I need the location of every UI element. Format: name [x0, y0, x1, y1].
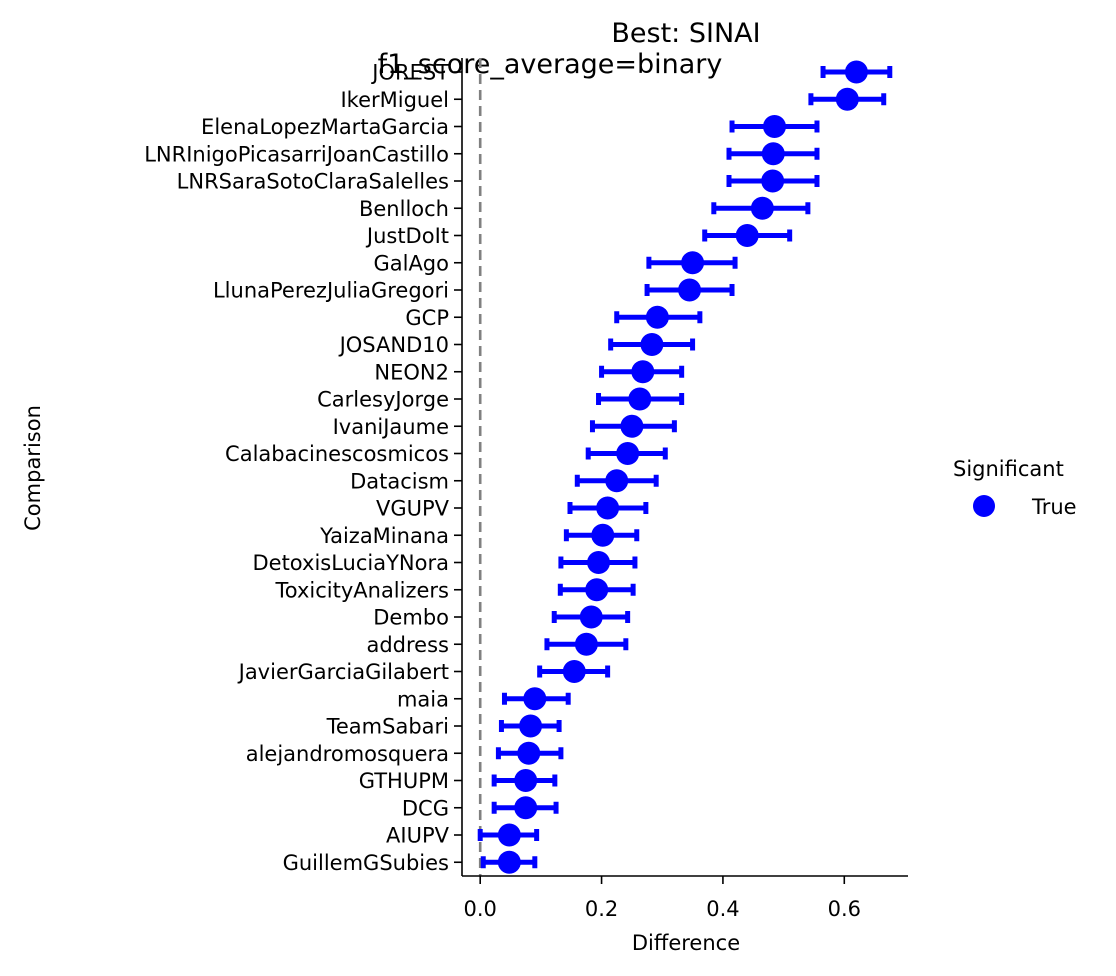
x-tick-label: 0.0 [464, 897, 497, 921]
data-point [645, 305, 669, 329]
y-tick-label: Benlloch [359, 197, 449, 221]
plot-area: 0.0 0.2 0.4 0.6 JOREST IkerMiguel ElenaLopezMa… [144, 58, 893, 921]
data-point [750, 196, 774, 220]
y-tick-label: IkerMiguel [340, 88, 449, 112]
data-point [844, 60, 868, 84]
data-point [631, 360, 655, 384]
y-tick-label: TeamSabari [326, 715, 449, 739]
y-tick-label: maia [397, 687, 449, 711]
data-point [596, 496, 620, 520]
data-point [628, 387, 652, 411]
y-tick-label: ElenaLopezMartaGarcia [201, 115, 449, 139]
legend-entry-true: True [1031, 495, 1077, 519]
y-tick-label: DetoxisLuciaYNora [252, 551, 449, 575]
legend-title: Significant [953, 457, 1064, 481]
data-point [761, 169, 785, 193]
data-point [519, 714, 543, 738]
chart-title: Best: SINAI [611, 18, 760, 49]
y-tick-label: LNRSaraSotoClaraSalelles [177, 170, 449, 194]
data-point [678, 278, 702, 302]
data-point [517, 741, 541, 765]
y-tick-label: JavierGarciaGilabert [237, 660, 449, 684]
y-tick-label: ToxicityAnalizers [275, 578, 450, 602]
data-point [620, 414, 644, 438]
y-tick-label: GalAgo [373, 251, 449, 275]
data-point [497, 823, 521, 847]
y-tick-label: alejandromosquera [246, 742, 449, 766]
x-tick-label: 0.2 [585, 897, 618, 921]
y-tick-label: LlunaPerezJuliaGregori [213, 279, 449, 303]
data-point [835, 87, 859, 111]
data-point [562, 660, 586, 683]
x-tick-label: 0.6 [828, 897, 861, 921]
y-tick-label: GuillemGSubies [283, 851, 449, 875]
y-tick-label: JustDoIt [365, 224, 449, 248]
y-tick-label: IvaniJaume [333, 415, 449, 439]
data-point [585, 578, 609, 602]
data-point [591, 523, 615, 547]
y-tick-label: JOREST [370, 61, 449, 85]
data-point [616, 442, 640, 465]
y-tick-label: GTHUPM [359, 769, 449, 793]
y-tick-label: VGUPV [376, 497, 450, 521]
y-tick-label: Calabacinescosmicos [225, 442, 449, 466]
y-tick-label: YaizaMinana [319, 524, 449, 548]
y-tick-label: JOSAND10 [338, 333, 449, 357]
data-point [587, 551, 611, 574]
y-axis-label: Comparison [21, 405, 45, 531]
y-tick-label: CarlesyJorge [317, 388, 449, 412]
y-tick-label: LNRInigoPicasarriJoanCastillo [144, 142, 449, 166]
y-tick-label: AIUPV [386, 824, 450, 848]
data-point [514, 796, 538, 820]
y-tick-label: DCG [402, 796, 449, 820]
data-point [514, 769, 538, 792]
data-point [735, 224, 759, 247]
x-tick-label: 0.4 [706, 897, 739, 921]
data-point [523, 687, 547, 711]
y-tick-label: address [366, 633, 449, 657]
data-point [605, 469, 629, 493]
data-point [497, 850, 521, 874]
data-point [574, 632, 598, 656]
data-point [579, 605, 603, 629]
y-tick-label: Dembo [373, 606, 449, 630]
y-tick-label: Datacism [350, 469, 449, 493]
data-point [763, 115, 787, 138]
y-tick-label: NEON2 [374, 360, 449, 384]
data-point [640, 333, 664, 356]
legend: Significant True [953, 457, 1077, 519]
legend-marker [973, 495, 995, 517]
y-tick-label: GCP [405, 306, 449, 330]
data-point [681, 251, 705, 275]
chart-subtitle: f1_score_average=binary [378, 49, 723, 80]
data-point [761, 142, 785, 166]
x-axis-label: Difference [632, 931, 740, 955]
